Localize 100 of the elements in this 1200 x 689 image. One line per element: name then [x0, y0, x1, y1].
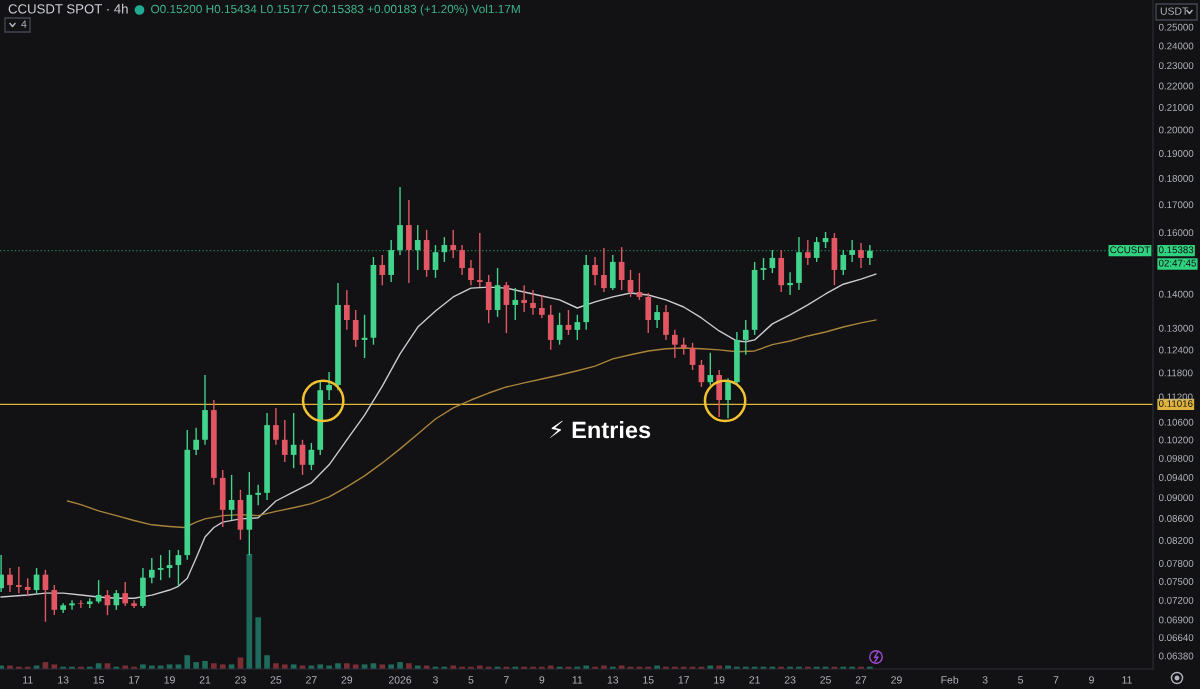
- bar: [388, 664, 394, 669]
- y-tick-label: 0.07800: [1158, 560, 1194, 567]
- chart-subtitle: O0.15200 H0.15434 L0.15177 C0.15383 +0.00183 (+1.20%) Vol1.17M: [151, 4, 520, 16]
- y-tick-label: 0.22000: [1158, 82, 1194, 90]
- y-tick-label: 0.06900: [1158, 616, 1194, 624]
- y-tick-label: 0.08600: [1158, 515, 1194, 522]
- candlestick: [742, 319, 749, 356]
- x-tick-label: 9: [1089, 676, 1094, 684]
- bar: [273, 663, 279, 669]
- candlestick: [148, 557, 155, 584]
- bar: [255, 617, 262, 669]
- bar: [246, 554, 253, 669]
- ref-line-label: 0.11016: [1158, 400, 1193, 407]
- candlestick: [476, 232, 483, 288]
- y-tick-label: 0.13000: [1158, 324, 1194, 332]
- x-tick-label: 29: [341, 676, 353, 684]
- candlestick: [273, 407, 279, 446]
- candlestick: [414, 224, 421, 271]
- x-tick-label: 11: [572, 676, 583, 684]
- y-tick-label: 0.17000: [1158, 201, 1194, 209]
- x-tick-label: 9: [539, 676, 545, 684]
- x-tick-label: 15: [93, 676, 104, 684]
- y-tick-label: 0.18000: [1158, 174, 1194, 182]
- candlestick: [530, 289, 536, 316]
- x-tick-label: 11: [23, 676, 33, 684]
- candlestick: [69, 599, 75, 611]
- candlestick: [459, 244, 465, 276]
- y-tick-label: 0.11800: [1158, 369, 1193, 377]
- x-tick-label: 5: [1018, 676, 1024, 684]
- chart-title: CCUSDT SPOT · 4h: [8, 3, 128, 14]
- annotation: CCUSDT: [1110, 246, 1150, 254]
- x-tick-label: 5: [468, 676, 474, 684]
- candlestick: [539, 294, 545, 319]
- candlestick: [468, 259, 474, 286]
- x-tick-label: 13: [58, 676, 69, 684]
- candlestick: [601, 247, 607, 293]
- candlestick: [521, 284, 527, 313]
- candlestick: [7, 567, 13, 593]
- candlestick: [193, 427, 199, 456]
- bar: [51, 664, 58, 669]
- candlestick: [344, 289, 350, 331]
- bar: [202, 660, 208, 669]
- text: 02:47:45: [1158, 259, 1196, 267]
- y-tick-label: 0.10600: [1158, 418, 1194, 426]
- y-tick-label: 0.07200: [1158, 596, 1194, 604]
- candlestick: [352, 309, 359, 348]
- candlestick: [379, 254, 386, 286]
- x-tick-label: 25: [820, 676, 831, 684]
- candlestick: [813, 236, 820, 263]
- x-tick-label: 15: [643, 676, 654, 684]
- x-tick-label: 29: [891, 676, 902, 684]
- candlestick: [840, 249, 847, 276]
- y-tick-label: 0.09400: [1158, 474, 1194, 481]
- y-tick-label: 0.09000: [1158, 494, 1194, 502]
- candlestick: [645, 292, 652, 334]
- x-tick-label: 7: [1053, 676, 1059, 684]
- x-tick-label: 13: [607, 676, 619, 684]
- x-tick-label: 25: [270, 676, 282, 684]
- x-tick-label: 21: [749, 676, 760, 684]
- candlestick: [858, 242, 864, 269]
- x-tick-label: 27: [306, 676, 317, 684]
- y-tick-label: 0.10200: [1158, 436, 1194, 444]
- y-tick-label: 0.14000: [1158, 290, 1194, 298]
- text: USDT: [1160, 7, 1189, 15]
- candlestick: [663, 304, 669, 341]
- candlestick: [24, 577, 31, 598]
- candlestick: [255, 484, 262, 506]
- y-tick-label: 0.07500: [1158, 578, 1194, 585]
- x-tick-label: 17: [129, 676, 140, 684]
- annotation: ⚡ Entries: [549, 420, 651, 439]
- candlestick: [450, 229, 457, 259]
- candlestick: [131, 599, 137, 609]
- y-tick-label: 0.21000: [1158, 104, 1194, 111]
- bar: [317, 664, 324, 669]
- y-tick-label: 0.12400: [1158, 346, 1194, 354]
- bar: [352, 664, 359, 669]
- y-tick-label: 0.06640: [1158, 634, 1194, 642]
- bar: [264, 655, 270, 669]
- candlestick: [574, 314, 581, 341]
- candlestick: [725, 377, 731, 419]
- y-tick-label: 0.09800: [1158, 454, 1194, 462]
- y-tick-label: 0.06380: [1158, 652, 1194, 660]
- candlestick: [672, 329, 678, 359]
- candlestick: [122, 581, 129, 607]
- bar: [379, 664, 386, 669]
- candlestick: [804, 239, 811, 266]
- bar: [397, 662, 403, 669]
- bar: [335, 663, 341, 669]
- candlestick: [707, 352, 714, 386]
- x-tick-label: 3: [432, 676, 438, 684]
- bar: [281, 664, 288, 669]
- candlestick: [592, 256, 598, 286]
- annotation: 4: [21, 20, 27, 28]
- y-tick-label: 0.20000: [1158, 126, 1194, 134]
- y-tick-label: 0.25000: [1158, 23, 1194, 31]
- x-tick-label: 7: [504, 676, 509, 684]
- x-tick-label: 23: [235, 676, 246, 684]
- x-tick-label: 27: [855, 676, 867, 684]
- ref-line-label: 0.15383: [1158, 246, 1194, 254]
- candlestick: [281, 419, 288, 463]
